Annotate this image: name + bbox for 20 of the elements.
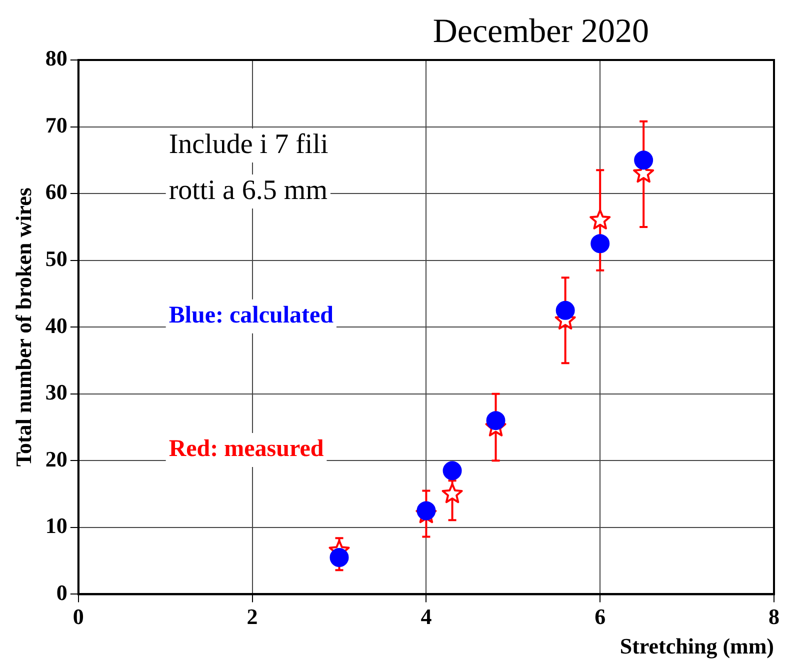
x-tick-label: 2 <box>246 604 258 630</box>
annotation: Red: measured <box>168 436 324 462</box>
x-tick-label: 4 <box>420 604 432 630</box>
y-axis-title: Total number of broken wires <box>10 187 36 467</box>
x-tick-label: 0 <box>72 604 84 630</box>
y-tick-label: 70 <box>45 112 68 138</box>
x-tick-label: 6 <box>594 604 606 630</box>
chart-title: December 2020 <box>432 12 649 50</box>
annotation: Blue: calculated <box>168 302 334 329</box>
x-tick-label: 8 <box>768 604 780 630</box>
y-tick-label: 20 <box>45 446 68 472</box>
annotation: Include i 7 fili rotti a 6.5 mm <box>168 128 328 206</box>
y-tick-label: 40 <box>45 312 68 338</box>
y-tick-label: 60 <box>45 179 68 204</box>
x-axis-title: Stretching (mm) <box>620 633 774 658</box>
y-tick-label: 50 <box>45 246 68 272</box>
y-tick-label: 30 <box>45 380 68 405</box>
y-tick-label: 80 <box>45 46 68 71</box>
y-tick-label: 0 <box>56 580 68 605</box>
y-tick-label: 10 <box>45 513 68 538</box>
